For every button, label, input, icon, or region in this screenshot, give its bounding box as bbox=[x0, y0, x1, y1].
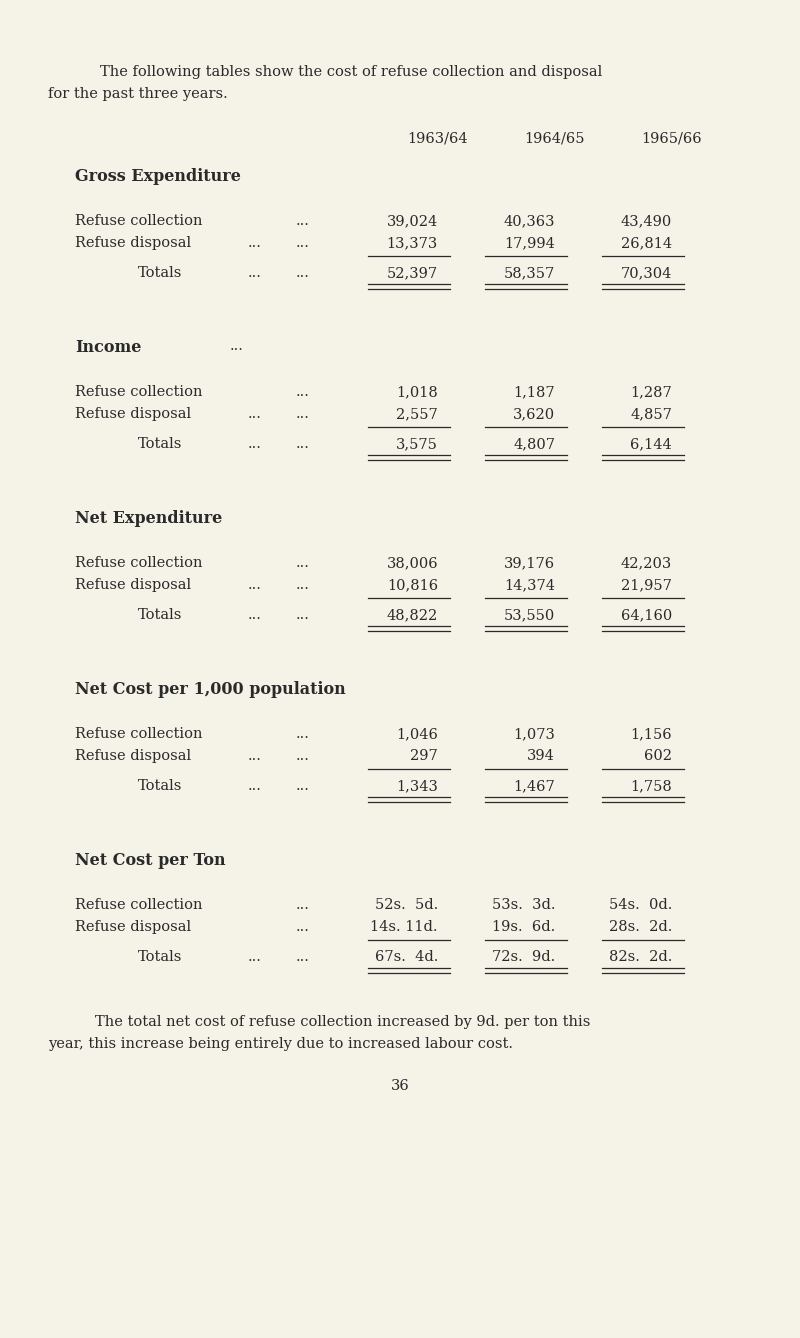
Text: Refuse collection: Refuse collection bbox=[75, 214, 202, 227]
Text: ...: ... bbox=[248, 235, 262, 250]
Text: 17,994: 17,994 bbox=[504, 235, 555, 250]
Text: 1,343: 1,343 bbox=[396, 779, 438, 793]
Text: 10,816: 10,816 bbox=[387, 578, 438, 591]
Text: 1,156: 1,156 bbox=[630, 727, 672, 741]
Text: Totals: Totals bbox=[138, 950, 182, 963]
Text: ...: ... bbox=[248, 779, 262, 793]
Text: Refuse disposal: Refuse disposal bbox=[75, 749, 191, 763]
Text: 39,176: 39,176 bbox=[504, 557, 555, 570]
Text: The total net cost of refuse collection increased by 9d. per ton this: The total net cost of refuse collection … bbox=[95, 1016, 590, 1029]
Text: ...: ... bbox=[248, 950, 262, 963]
Text: 6,144: 6,144 bbox=[630, 438, 672, 451]
Text: 64,160: 64,160 bbox=[621, 607, 672, 622]
Text: Totals: Totals bbox=[138, 266, 182, 280]
Text: 1,187: 1,187 bbox=[514, 385, 555, 399]
Text: 4,807: 4,807 bbox=[513, 438, 555, 451]
Text: for the past three years.: for the past three years. bbox=[48, 87, 228, 100]
Text: 1965/66: 1965/66 bbox=[642, 132, 702, 146]
Text: Refuse disposal: Refuse disposal bbox=[75, 578, 191, 591]
Text: The following tables show the cost of refuse collection and disposal: The following tables show the cost of re… bbox=[100, 66, 602, 79]
Text: 13,373: 13,373 bbox=[386, 235, 438, 250]
Text: 40,363: 40,363 bbox=[503, 214, 555, 227]
Text: 1,073: 1,073 bbox=[513, 727, 555, 741]
Text: 1,758: 1,758 bbox=[630, 779, 672, 793]
Text: 1963/64: 1963/64 bbox=[408, 132, 468, 146]
Text: 4,857: 4,857 bbox=[630, 407, 672, 421]
Text: 58,357: 58,357 bbox=[504, 266, 555, 280]
Text: Refuse disposal: Refuse disposal bbox=[75, 407, 191, 421]
Text: ...: ... bbox=[296, 607, 310, 622]
Text: ...: ... bbox=[296, 407, 310, 421]
Text: Net Cost per Ton: Net Cost per Ton bbox=[75, 852, 226, 868]
Text: Refuse collection: Refuse collection bbox=[75, 898, 202, 913]
Text: ...: ... bbox=[296, 727, 310, 741]
Text: 2,557: 2,557 bbox=[396, 407, 438, 421]
Text: ...: ... bbox=[296, 921, 310, 934]
Text: ...: ... bbox=[296, 557, 310, 570]
Text: ...: ... bbox=[296, 950, 310, 963]
Text: 1,467: 1,467 bbox=[514, 779, 555, 793]
Text: 52s.  5d.: 52s. 5d. bbox=[374, 898, 438, 913]
Text: Refuse disposal: Refuse disposal bbox=[75, 235, 191, 250]
Text: Refuse collection: Refuse collection bbox=[75, 557, 202, 570]
Text: 1,018: 1,018 bbox=[396, 385, 438, 399]
Text: 3,575: 3,575 bbox=[396, 438, 438, 451]
Text: 28s.  2d.: 28s. 2d. bbox=[609, 921, 672, 934]
Text: 26,814: 26,814 bbox=[621, 235, 672, 250]
Text: 1964/65: 1964/65 bbox=[525, 132, 586, 146]
Text: 14,374: 14,374 bbox=[504, 578, 555, 591]
Text: 38,006: 38,006 bbox=[386, 557, 438, 570]
Text: year, this increase being entirely due to increased labour cost.: year, this increase being entirely due t… bbox=[48, 1037, 513, 1052]
Text: 1,046: 1,046 bbox=[396, 727, 438, 741]
Text: ...: ... bbox=[296, 438, 310, 451]
Text: ...: ... bbox=[230, 339, 244, 353]
Text: 48,822: 48,822 bbox=[386, 607, 438, 622]
Text: ...: ... bbox=[248, 266, 262, 280]
Text: 602: 602 bbox=[644, 749, 672, 763]
Text: ...: ... bbox=[296, 385, 310, 399]
Text: 42,203: 42,203 bbox=[621, 557, 672, 570]
Text: 52,397: 52,397 bbox=[387, 266, 438, 280]
Text: Net Expenditure: Net Expenditure bbox=[75, 510, 222, 527]
Text: ...: ... bbox=[248, 407, 262, 421]
Text: ...: ... bbox=[296, 235, 310, 250]
Text: ...: ... bbox=[248, 578, 262, 591]
Text: 53,550: 53,550 bbox=[504, 607, 555, 622]
Text: Income: Income bbox=[75, 339, 142, 356]
Text: 39,024: 39,024 bbox=[386, 214, 438, 227]
Text: Net Cost per 1,000 population: Net Cost per 1,000 population bbox=[75, 681, 346, 698]
Text: 1,287: 1,287 bbox=[630, 385, 672, 399]
Text: ...: ... bbox=[296, 749, 310, 763]
Text: 21,957: 21,957 bbox=[621, 578, 672, 591]
Text: 82s.  2d.: 82s. 2d. bbox=[609, 950, 672, 963]
Text: 67s.  4d.: 67s. 4d. bbox=[374, 950, 438, 963]
Text: ...: ... bbox=[296, 214, 310, 227]
Text: ...: ... bbox=[248, 749, 262, 763]
Text: 3,620: 3,620 bbox=[513, 407, 555, 421]
Text: ...: ... bbox=[296, 578, 310, 591]
Text: 297: 297 bbox=[410, 749, 438, 763]
Text: Refuse collection: Refuse collection bbox=[75, 385, 202, 399]
Text: Totals: Totals bbox=[138, 607, 182, 622]
Text: 70,304: 70,304 bbox=[621, 266, 672, 280]
Text: 36: 36 bbox=[390, 1078, 410, 1093]
Text: 19s.  6d.: 19s. 6d. bbox=[492, 921, 555, 934]
Text: 72s.  9d.: 72s. 9d. bbox=[492, 950, 555, 963]
Text: ...: ... bbox=[248, 438, 262, 451]
Text: Gross Expenditure: Gross Expenditure bbox=[75, 169, 241, 185]
Text: 43,490: 43,490 bbox=[621, 214, 672, 227]
Text: 54s.  0d.: 54s. 0d. bbox=[609, 898, 672, 913]
Text: ...: ... bbox=[248, 607, 262, 622]
Text: ...: ... bbox=[296, 898, 310, 913]
Text: Totals: Totals bbox=[138, 779, 182, 793]
Text: 14s. 11d.: 14s. 11d. bbox=[370, 921, 438, 934]
Text: Refuse disposal: Refuse disposal bbox=[75, 921, 191, 934]
Text: ...: ... bbox=[296, 779, 310, 793]
Text: 394: 394 bbox=[527, 749, 555, 763]
Text: Totals: Totals bbox=[138, 438, 182, 451]
Text: 53s.  3d.: 53s. 3d. bbox=[491, 898, 555, 913]
Text: ...: ... bbox=[296, 266, 310, 280]
Text: Refuse collection: Refuse collection bbox=[75, 727, 202, 741]
